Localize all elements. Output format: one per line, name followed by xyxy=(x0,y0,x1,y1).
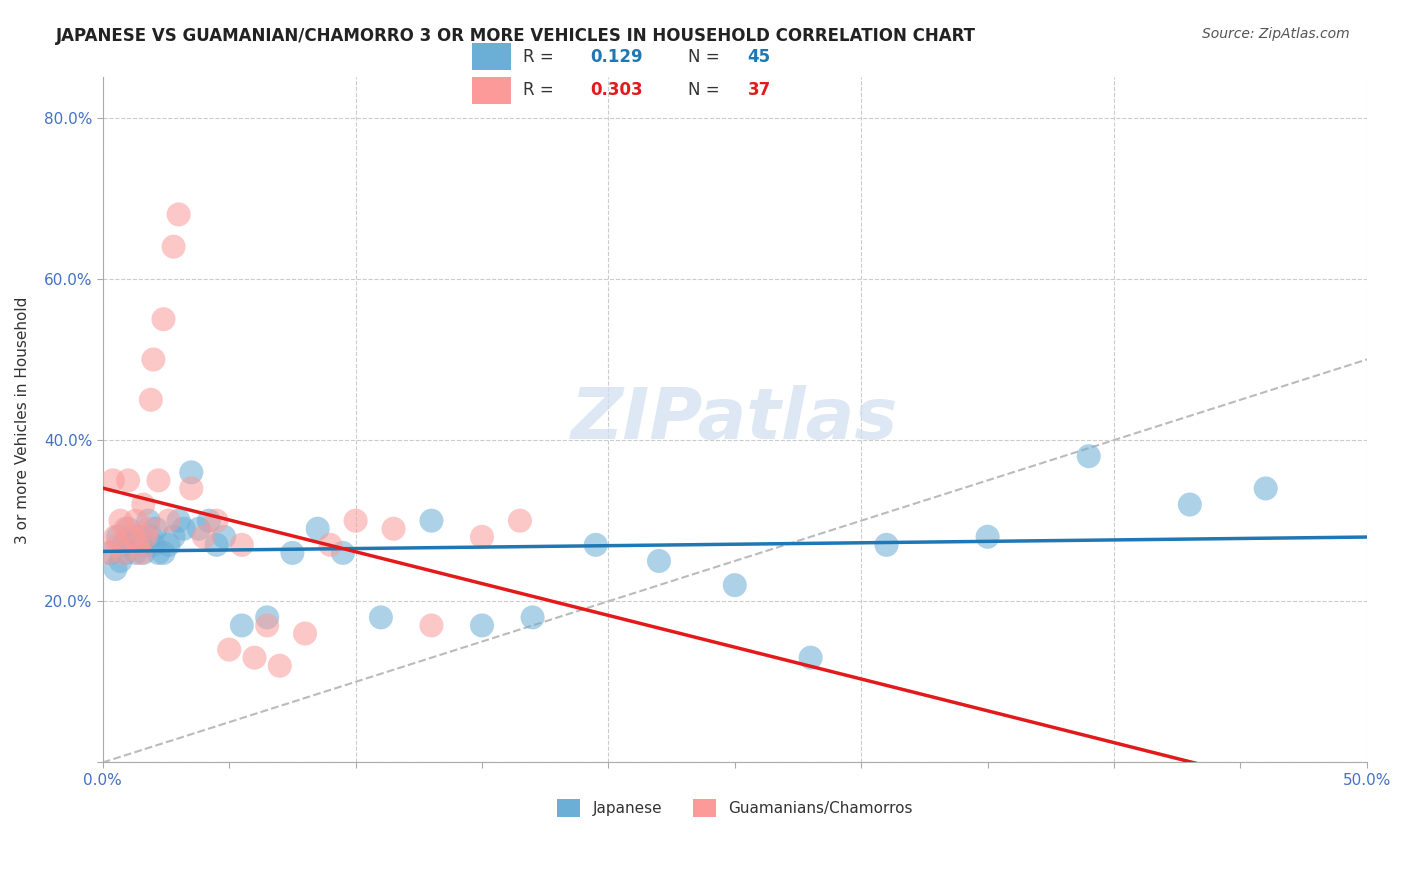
Point xyxy=(157,514,180,528)
Point xyxy=(129,538,152,552)
Point xyxy=(256,618,278,632)
Point xyxy=(104,562,127,576)
Point xyxy=(167,207,190,221)
Point xyxy=(139,530,162,544)
Point xyxy=(382,522,405,536)
Point xyxy=(522,610,544,624)
Point xyxy=(344,514,367,528)
Point xyxy=(136,522,159,536)
Point xyxy=(218,642,240,657)
Point xyxy=(110,554,132,568)
Point xyxy=(162,530,184,544)
Point xyxy=(117,522,139,536)
FancyBboxPatch shape xyxy=(472,44,512,70)
Point xyxy=(471,530,494,544)
Point xyxy=(187,522,209,536)
Text: 0.129: 0.129 xyxy=(591,48,643,66)
Point xyxy=(420,618,443,632)
Point xyxy=(648,554,671,568)
Text: N =: N = xyxy=(689,48,725,66)
Point xyxy=(180,466,202,480)
Point xyxy=(167,514,190,528)
Point xyxy=(152,312,174,326)
Point xyxy=(148,474,170,488)
Point xyxy=(256,610,278,624)
Point xyxy=(876,538,898,552)
Point xyxy=(122,538,145,552)
Point xyxy=(117,474,139,488)
Point xyxy=(1178,498,1201,512)
Point xyxy=(148,546,170,560)
Text: Source: ZipAtlas.com: Source: ZipAtlas.com xyxy=(1202,27,1350,41)
Point xyxy=(509,514,531,528)
Text: R =: R = xyxy=(523,48,560,66)
Point xyxy=(127,530,149,544)
Point xyxy=(101,474,124,488)
Point xyxy=(231,538,253,552)
Point xyxy=(107,530,129,544)
Text: ZIPatlas: ZIPatlas xyxy=(571,385,898,454)
Point xyxy=(152,546,174,560)
Point xyxy=(585,538,607,552)
Point xyxy=(205,514,228,528)
Point xyxy=(180,482,202,496)
Point xyxy=(142,538,165,552)
FancyBboxPatch shape xyxy=(472,78,512,104)
Text: R =: R = xyxy=(523,81,560,99)
Point xyxy=(110,514,132,528)
Point xyxy=(136,514,159,528)
Point xyxy=(420,514,443,528)
Point xyxy=(307,522,329,536)
Point xyxy=(112,546,135,560)
Point xyxy=(107,538,129,552)
Point xyxy=(100,546,122,560)
Point xyxy=(269,658,291,673)
Point xyxy=(212,530,235,544)
Point xyxy=(132,498,155,512)
Point xyxy=(129,546,152,560)
Text: 45: 45 xyxy=(748,48,770,66)
Point xyxy=(231,618,253,632)
Text: 0.303: 0.303 xyxy=(591,81,643,99)
Point xyxy=(124,546,146,560)
Point xyxy=(139,392,162,407)
Point xyxy=(122,530,145,544)
Point xyxy=(243,650,266,665)
Point xyxy=(104,530,127,544)
Point xyxy=(205,538,228,552)
Point xyxy=(97,546,120,560)
Point xyxy=(471,618,494,632)
Point xyxy=(800,650,823,665)
Point xyxy=(976,530,998,544)
Point xyxy=(724,578,747,592)
Point xyxy=(1077,449,1099,463)
Point xyxy=(127,538,149,552)
Point xyxy=(142,352,165,367)
Point xyxy=(132,546,155,560)
Point xyxy=(162,240,184,254)
Point xyxy=(124,514,146,528)
Point xyxy=(198,514,221,528)
Point xyxy=(114,522,136,536)
Point xyxy=(294,626,316,640)
Point xyxy=(145,522,167,536)
Point xyxy=(114,546,136,560)
Point xyxy=(135,530,157,544)
Point xyxy=(281,546,304,560)
Point xyxy=(157,538,180,552)
Point xyxy=(1254,482,1277,496)
Text: N =: N = xyxy=(689,81,725,99)
Point xyxy=(319,538,342,552)
Y-axis label: 3 or more Vehicles in Household: 3 or more Vehicles in Household xyxy=(15,296,30,543)
Point xyxy=(370,610,392,624)
Point xyxy=(173,522,195,536)
Point xyxy=(332,546,354,560)
Text: 37: 37 xyxy=(748,81,770,99)
Legend: Japanese, Guamanians/Chamorros: Japanese, Guamanians/Chamorros xyxy=(551,792,918,823)
Text: JAPANESE VS GUAMANIAN/CHAMORRO 3 OR MORE VEHICLES IN HOUSEHOLD CORRELATION CHART: JAPANESE VS GUAMANIAN/CHAMORRO 3 OR MORE… xyxy=(56,27,976,45)
Point xyxy=(112,538,135,552)
Point xyxy=(193,530,215,544)
